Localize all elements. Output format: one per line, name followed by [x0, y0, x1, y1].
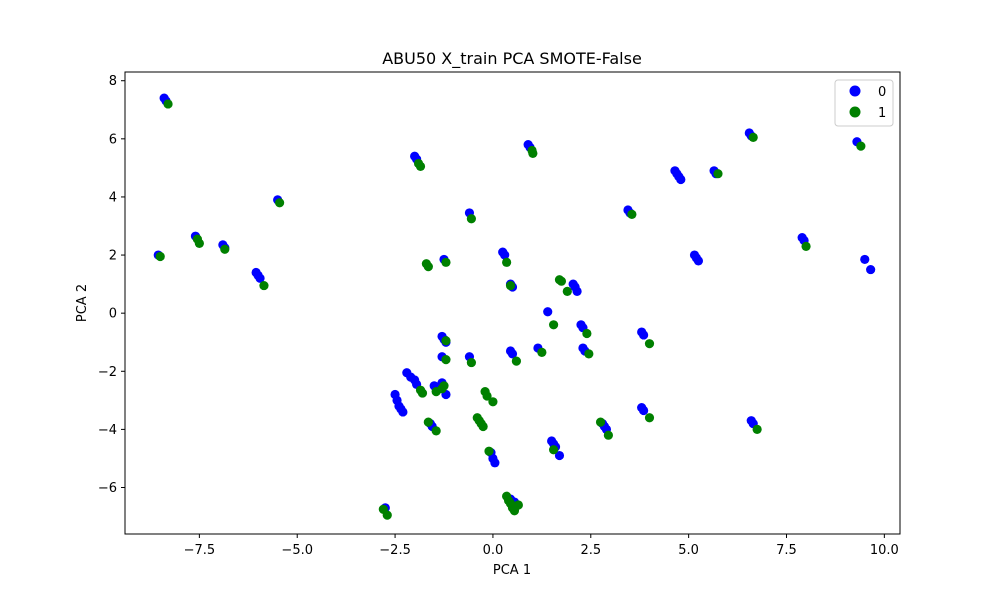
x-tick-label: 0.0 [483, 543, 504, 558]
y-tick-label: 6 [109, 132, 117, 147]
scatter-point-series-1 [627, 209, 637, 219]
scatter-point-series-0 [572, 286, 582, 296]
chart-title: ABU50 X_train PCA SMOTE-False [382, 49, 642, 69]
y-axis-label: PCA 2 [75, 284, 90, 322]
scatter-point-series-1 [275, 198, 285, 208]
x-tick-label: 7.5 [776, 543, 797, 558]
scatter-point-series-1 [505, 280, 516, 291]
y-tick-label: −6 [98, 481, 117, 496]
legend-box [834, 79, 894, 127]
scatter-point-series-1 [856, 141, 866, 151]
y-tick-label: 8 [109, 74, 117, 89]
scatter-point-series-0 [507, 349, 518, 359]
y-tick-label: 4 [109, 190, 117, 205]
scatter-point-series-1 [382, 510, 392, 520]
scatter-point-series-1 [748, 132, 758, 142]
scatter-point-series-0 [693, 256, 704, 266]
legend-marker-series-0 [849, 85, 861, 97]
scatter-point-series-1 [548, 445, 559, 455]
scatter-point-series-1 [752, 424, 762, 434]
x-tick-label: −7.5 [184, 543, 216, 558]
x-tick-label: −5.0 [281, 543, 313, 558]
scatter-point-series-1 [582, 328, 592, 339]
scatter-point-series-1 [423, 262, 433, 272]
scatter-point-series-1 [431, 426, 441, 436]
scatter-point-series-0 [543, 307, 553, 317]
scatter-point-series-1 [220, 244, 230, 254]
x-tick-label: 10.0 [870, 543, 899, 558]
x-axis: −7.5 −5.0 −2.5 0.0 2.5 5.0 7.5 10.0 [184, 534, 899, 558]
legend: 0 1 [834, 79, 894, 127]
scatter-point-series-1 [584, 349, 594, 359]
legend-label-series-0: 0 [878, 85, 886, 100]
x-tick-label: 2.5 [580, 543, 601, 558]
legend-marker-series-1 [849, 106, 861, 118]
scatter-point-series-1 [562, 286, 572, 296]
scatter-point-series-1 [441, 257, 451, 267]
x-tick-label: 5.0 [678, 543, 699, 558]
scatter-point-series-0 [398, 407, 408, 417]
scatter-point-series-1 [513, 500, 523, 510]
scatter-point-series-0 [554, 450, 565, 461]
legend-label-series-1: 1 [878, 106, 886, 121]
scatter-point-series-1 [466, 214, 477, 224]
scatter-point-series-1 [415, 161, 426, 172]
scatter-point-series-0 [676, 174, 686, 185]
scatter-point-series-1 [441, 355, 451, 365]
scatter-point-series-0 [860, 254, 870, 265]
y-tick-label: −4 [98, 423, 117, 438]
y-tick-label: −2 [98, 365, 117, 380]
scatter-point-series-1 [484, 446, 494, 456]
scatter-point-series-0 [639, 330, 649, 340]
points-layer [153, 93, 876, 520]
scatter-point-series-1 [502, 257, 512, 267]
scatter-point-series-1 [163, 99, 173, 109]
scatter-point-series-1 [259, 280, 269, 291]
scatter-point-series-1 [603, 430, 613, 440]
y-tick-label: 0 [109, 307, 117, 322]
scatter-point-series-1 [478, 421, 488, 432]
scatter-point-series-1 [801, 241, 811, 251]
scatter-point-series-1 [537, 347, 547, 357]
scatter-point-series-1 [528, 148, 538, 158]
scatter-point-series-1 [548, 320, 559, 330]
scatter-point-series-0 [866, 264, 876, 275]
scatter-point-series-1 [482, 391, 492, 401]
x-tick-label: −2.5 [379, 543, 411, 558]
scatter-point-series-0 [255, 273, 265, 283]
scatter-point-series-1 [441, 336, 451, 346]
y-tick-label: 2 [109, 249, 117, 264]
scatter-point-series-1 [437, 384, 447, 394]
scatter-point-series-0 [490, 458, 500, 468]
y-axis: −6 −4 −2 0 2 4 6 8 [98, 74, 125, 496]
scatter-point-series-0 [500, 250, 510, 260]
plot-area [124, 71, 901, 535]
scatter-point-series-1 [556, 276, 567, 286]
scatter-point-series-1 [488, 397, 498, 407]
scatter-point-series-1 [595, 417, 606, 427]
x-axis-label: PCA 1 [493, 563, 531, 578]
scatter-point-series-1 [155, 251, 165, 262]
scatter-point-series-1 [511, 356, 522, 366]
scatter-point-series-1 [417, 388, 428, 398]
scatter-point-series-0 [639, 405, 649, 416]
scatter-point-series-1 [466, 357, 477, 368]
scatter-point-series-1 [423, 417, 433, 427]
scatter-point-series-1 [713, 169, 723, 179]
scatter-point-series-1 [194, 238, 204, 249]
scatter-point-series-1 [644, 339, 655, 349]
scatter-point-series-1 [644, 413, 655, 423]
